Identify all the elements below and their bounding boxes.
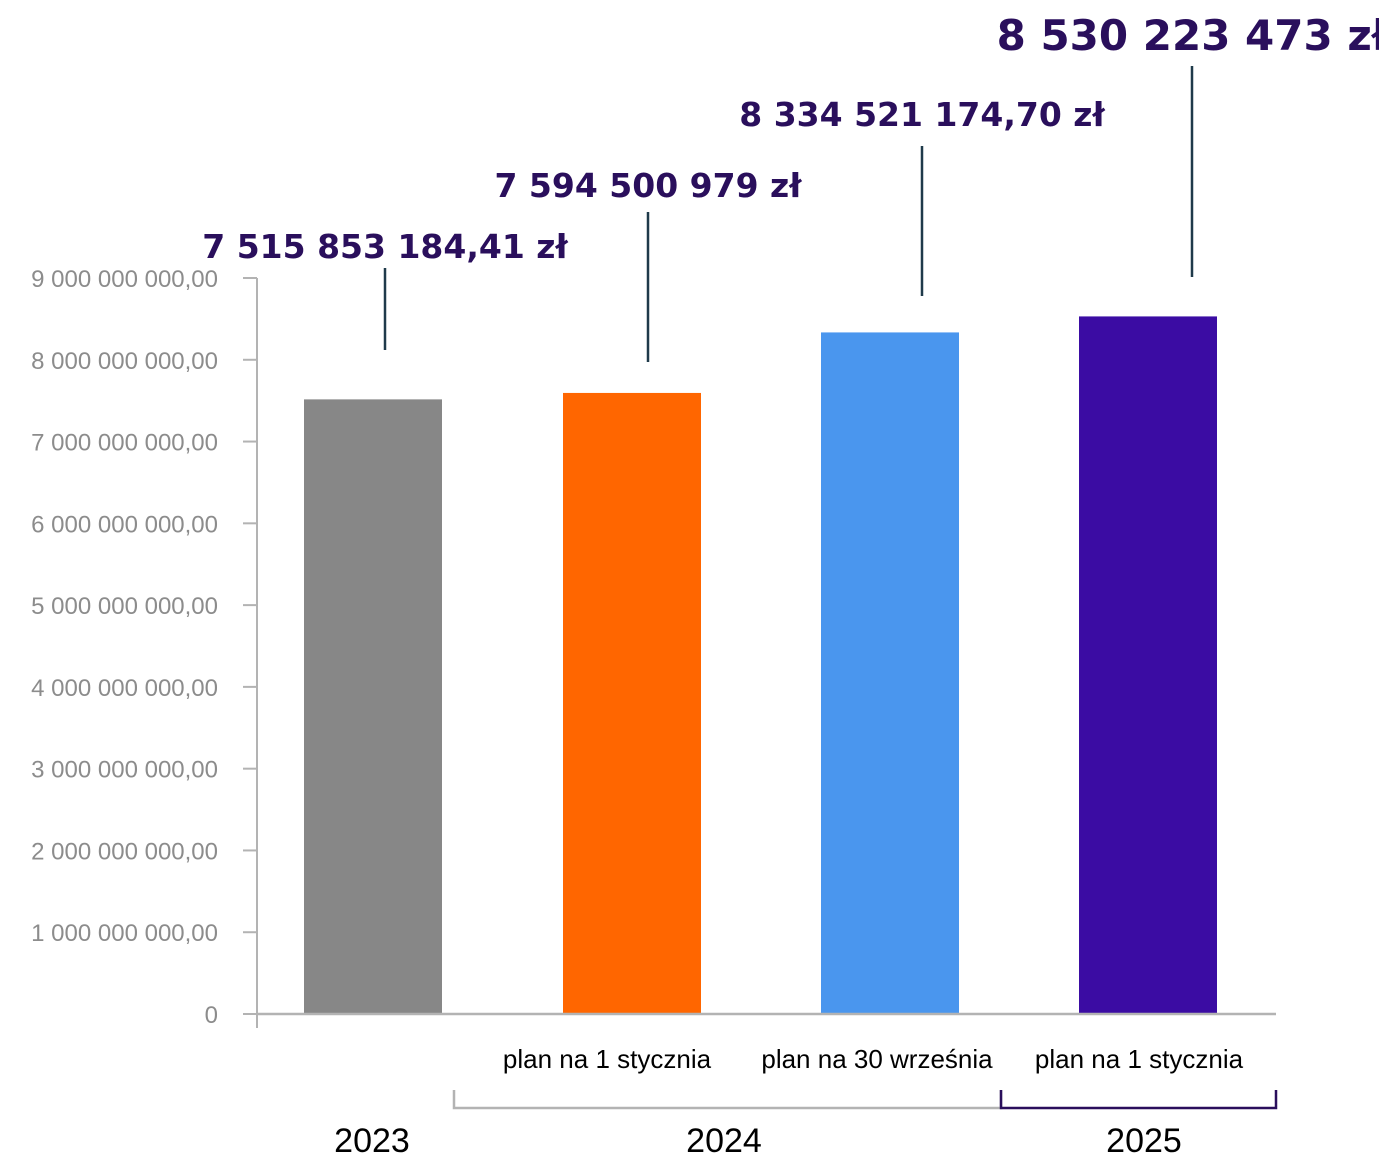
x-axis: plan na 1 stycznia plan na 30 września pla… — [257, 1012, 1276, 1074]
y-tick-label: 7 000 000 000,00 — [31, 430, 218, 457]
bar — [821, 332, 959, 1014]
y-tick-label: 6 000 000 000,00 — [31, 511, 218, 538]
bar — [1079, 316, 1217, 1015]
data-label: 7 515 853 184,41 zł — [202, 227, 568, 266]
year-group-label: 2025 — [1106, 1122, 1182, 1157]
year-group-label: 2024 — [686, 1122, 762, 1157]
year-groups: 2023 2024 2025 — [334, 1090, 1278, 1157]
y-tick-label: 1 000 000 000,00 — [31, 920, 218, 947]
group-bracket — [999, 1090, 1278, 1110]
bar — [304, 399, 442, 1014]
group-bracket — [452, 1090, 1003, 1110]
bars — [304, 316, 1217, 1015]
y-tick-label: 2 000 000 000,00 — [31, 838, 218, 865]
y-tick-label: 8 000 000 000,00 — [31, 348, 218, 375]
x-category-label: plan na 1 stycznia — [503, 1044, 712, 1074]
y-tick-label: 0 — [205, 1002, 218, 1029]
y-tick-label: 9 000 000 000,00 — [31, 266, 218, 293]
y-tick-label: 5 000 000 000,00 — [31, 593, 218, 620]
y-tick-label: 4 000 000 000,00 — [31, 675, 218, 702]
data-labels: 7 515 853 184,41 zł 7 594 500 979 zł 8 334… — [202, 11, 1379, 266]
x-category-label: plan na 30 września — [761, 1044, 993, 1074]
bar — [563, 392, 701, 1014]
data-label: 8 530 223 473 zł — [997, 11, 1379, 60]
data-label: 7 594 500 979 zł — [494, 166, 802, 205]
x-category-label: plan na 1 stycznia — [1035, 1044, 1244, 1074]
y-tick-label: 3 000 000 000,00 — [31, 757, 218, 784]
leader-lines — [383, 66, 1194, 362]
data-label: 8 334 521 174,70 zł — [739, 95, 1105, 134]
year-group-label: 2023 — [334, 1122, 410, 1157]
y-axis: 0 1 000 000 000,00 2 000 000 000,00 3 000 0… — [31, 266, 258, 1029]
